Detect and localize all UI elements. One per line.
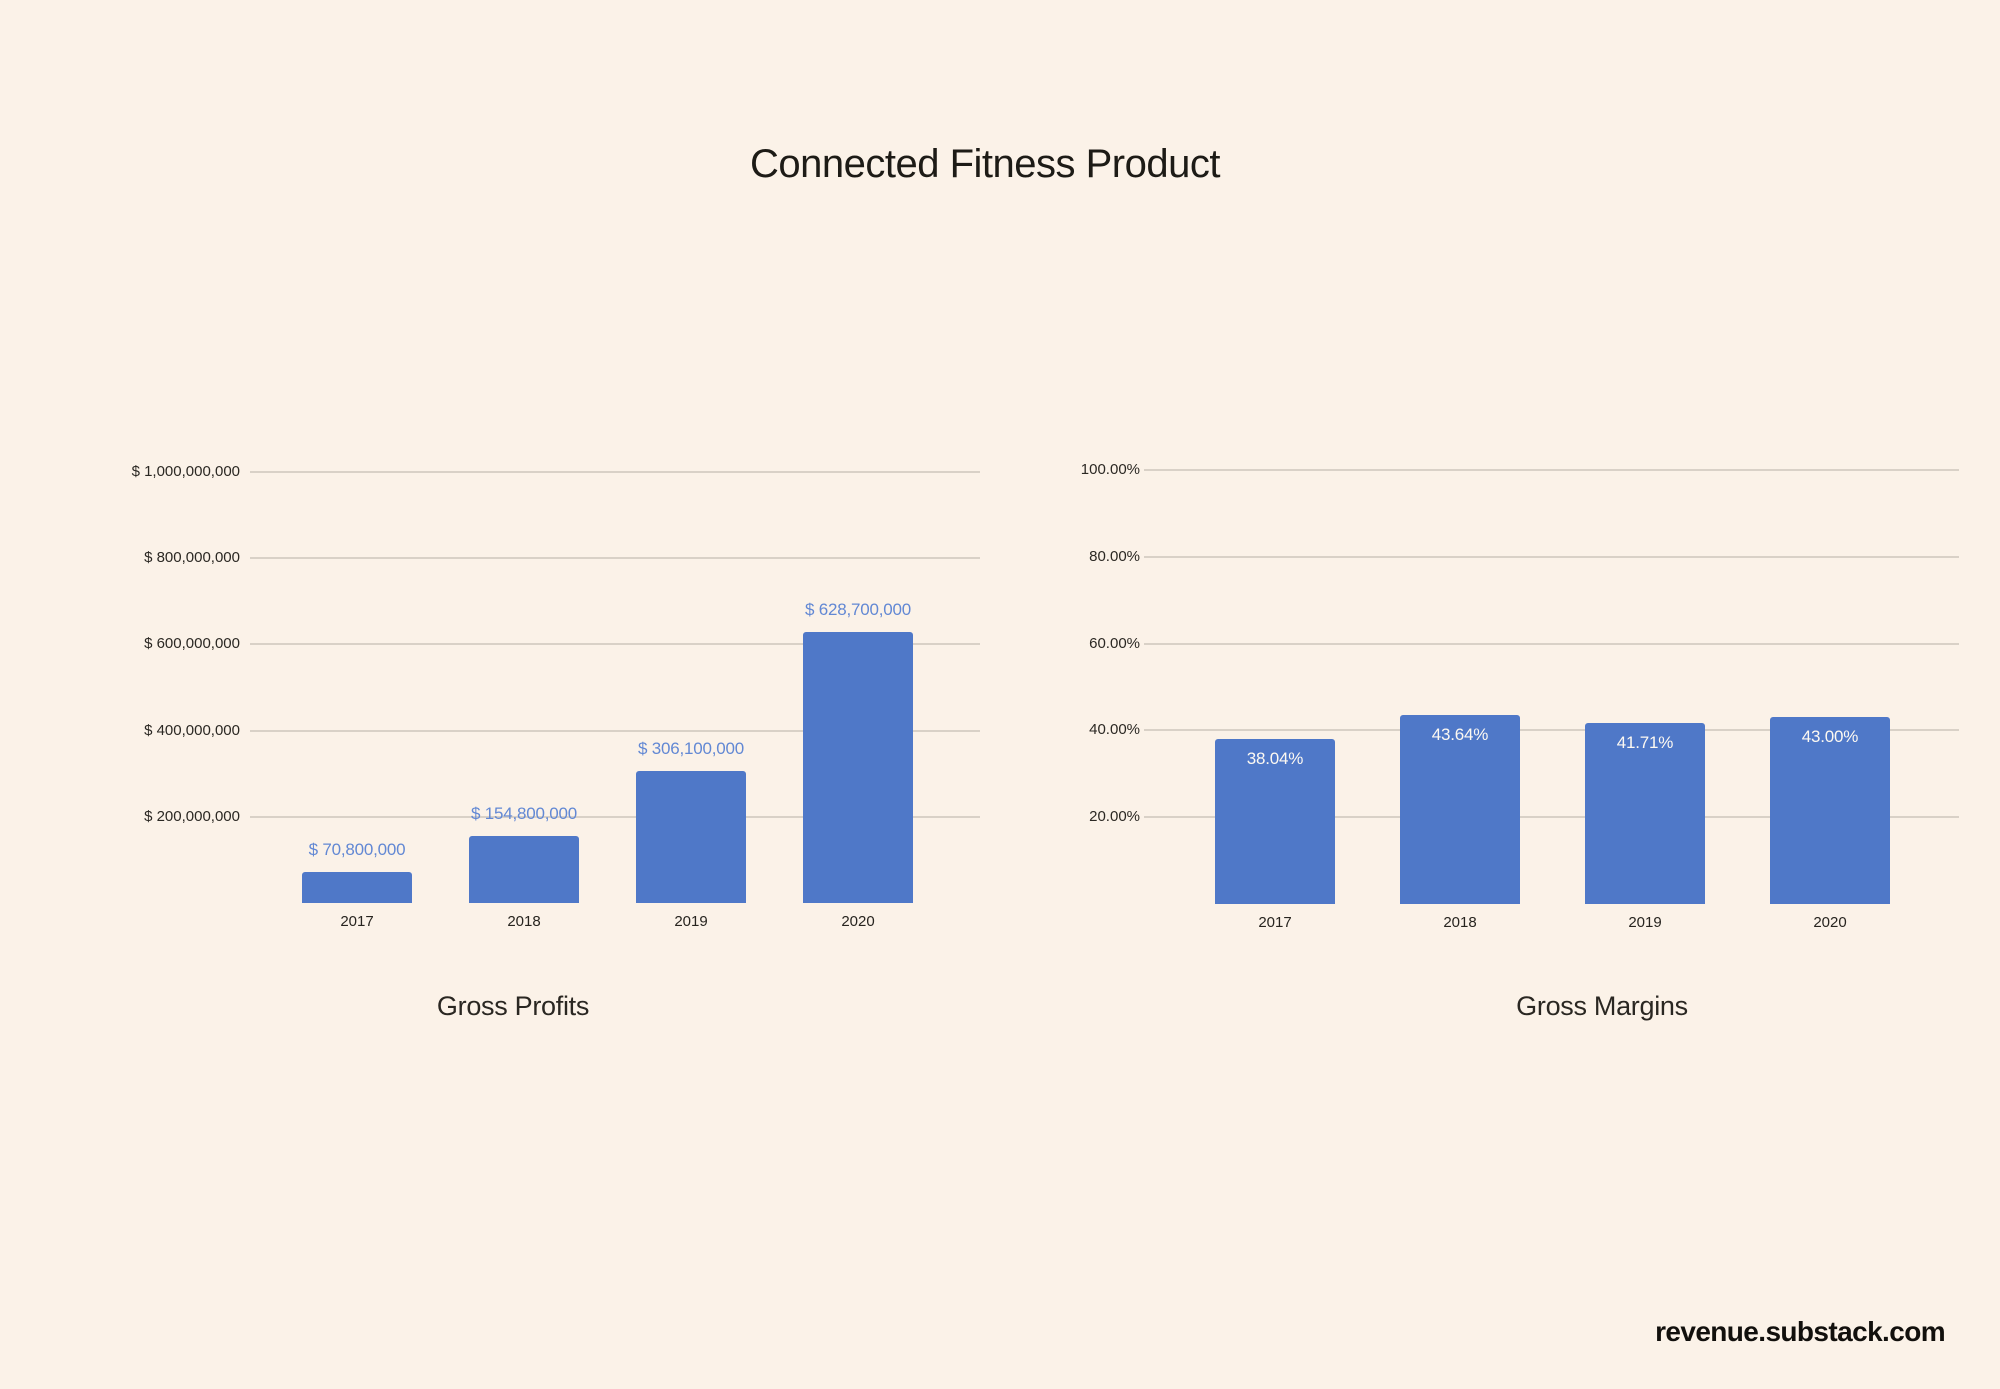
y-gridline xyxy=(1144,642,1959,645)
y-gridline xyxy=(1144,816,1959,819)
x-axis-label: 2019 xyxy=(1628,914,1662,931)
x-axis-label: 2018 xyxy=(1443,914,1477,931)
bar-2020 xyxy=(1770,717,1890,904)
y-tick-label: $ 200,000,000 xyxy=(144,807,240,825)
x-axis-label: 2019 xyxy=(674,913,708,930)
bar-2017 xyxy=(1215,738,1335,904)
y-tick-label: 20.00% xyxy=(1089,808,1140,826)
bar-value-label: 38.04% xyxy=(1246,748,1304,768)
page-title: Connected Fitness Product xyxy=(750,142,1220,186)
y-tick-label: $ 400,000,000 xyxy=(144,721,240,739)
bar-value-label: 41.71% xyxy=(1616,732,1674,752)
y-tick-label: $ 800,000,000 xyxy=(144,549,240,567)
y-gridline xyxy=(250,643,980,646)
x-axis-label: 2020 xyxy=(1813,914,1847,931)
bar-value-label: $ 154,800,000 xyxy=(470,804,578,824)
x-axis-label: 2020 xyxy=(841,913,875,930)
bar-2018 xyxy=(1400,714,1520,904)
bar-value-label: $ 306,100,000 xyxy=(637,739,745,759)
bar-2020 xyxy=(803,632,913,903)
y-gridline xyxy=(1144,729,1959,732)
x-axis-label: 2017 xyxy=(340,913,374,930)
x-axis-label: 2018 xyxy=(507,913,541,930)
bar-2019 xyxy=(636,771,746,903)
y-tick-label: 80.00% xyxy=(1089,547,1140,565)
gross-profits-caption: Gross Profits xyxy=(436,991,590,1021)
y-gridline xyxy=(1144,555,1959,558)
x-axis-label: 2017 xyxy=(1258,914,1292,931)
y-tick-label: $ 600,000,000 xyxy=(144,635,240,653)
bar-2018 xyxy=(469,836,579,903)
bar-2017 xyxy=(302,872,412,903)
bar-2019 xyxy=(1585,722,1705,904)
y-tick-label: 60.00% xyxy=(1089,634,1140,652)
bar-value-label: 43.64% xyxy=(1431,724,1489,744)
y-tick-label: 40.00% xyxy=(1089,721,1140,739)
y-tick-label: $ 1,000,000,000 xyxy=(131,463,240,480)
y-gridline xyxy=(250,471,980,473)
bar-value-label: $ 70,800,000 xyxy=(308,840,406,860)
bar-value-label: 43.00% xyxy=(1801,727,1859,747)
gross-margins-caption: Gross Margins xyxy=(1516,991,1688,1021)
y-gridline xyxy=(250,557,980,560)
y-gridline xyxy=(250,815,980,818)
y-gridline xyxy=(250,729,980,732)
footer-credit: revenue.substack.com xyxy=(1655,1316,1946,1347)
y-gridline xyxy=(1144,469,1959,471)
y-tick-label: 100.00% xyxy=(1080,461,1140,478)
bar-value-label: $ 628,700,000 xyxy=(804,600,912,620)
